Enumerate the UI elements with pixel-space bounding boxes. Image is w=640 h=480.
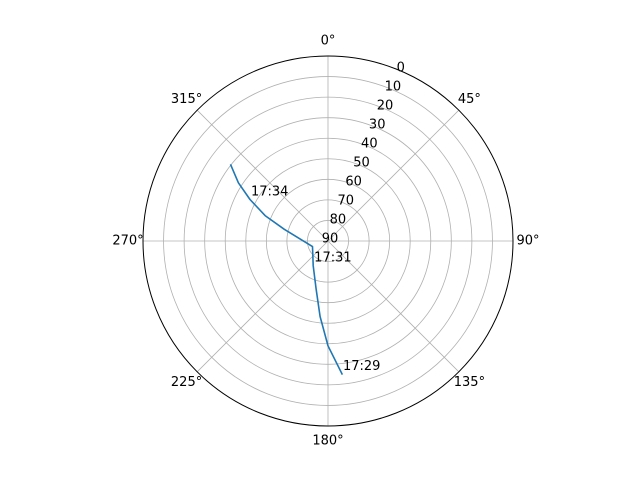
theta-tick-label: 225°	[171, 375, 202, 390]
polar-frame	[142, 55, 514, 427]
theta-tick-labels: 0° 45° 90° 135° 180° 225° 270° 315°	[112, 34, 539, 449]
theta-tick-label: 315°	[171, 92, 202, 107]
r-tick-label: 10	[385, 80, 402, 95]
theta-tick-label: 270°	[112, 234, 143, 249]
time-annotation: 17:34	[251, 185, 288, 200]
series-line	[229, 164, 344, 375]
theta-grid-line	[327, 240, 460, 373]
theta-grid-line	[196, 240, 329, 373]
r-tick-label: 50	[353, 156, 370, 171]
r-tick-label: 20	[377, 99, 394, 114]
r-tick-label: 30	[369, 118, 386, 133]
theta-tick-label: 45°	[458, 92, 481, 107]
theta-tick-label: 180°	[312, 434, 343, 449]
theta-tick-label: 135°	[454, 375, 485, 390]
theta-grid-line	[327, 109, 460, 242]
series-layer	[229, 164, 344, 375]
annotation-layer: 17:29 17:31 17:34	[251, 185, 380, 374]
r-tick-label: 40	[361, 137, 378, 152]
theta-grid-line	[196, 109, 329, 242]
r-tick-label: 0	[397, 61, 405, 76]
time-annotation: 17:29	[343, 359, 380, 374]
r-tick-label: 80	[330, 213, 347, 228]
theta-tick-label: 90°	[516, 234, 539, 249]
r-tick-label: 70	[337, 194, 354, 209]
theta-tick-label: 0°	[321, 34, 336, 49]
r-tick-label: 90	[322, 232, 339, 247]
r-tick-label: 60	[345, 175, 362, 190]
r-tick-labels: 0 10 20 30 40 50 60 70 80 90	[322, 61, 405, 247]
time-annotation: 17:31	[314, 251, 351, 266]
